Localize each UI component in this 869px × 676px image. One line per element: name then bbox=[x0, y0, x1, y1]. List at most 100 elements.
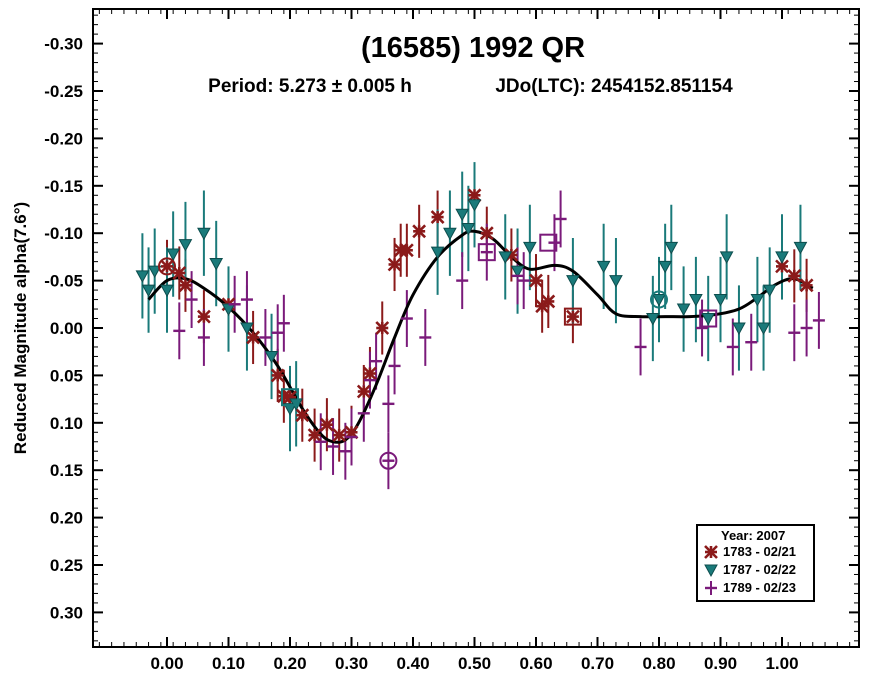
data-point-shape bbox=[732, 322, 746, 336]
legend-label: 1789 - 02/23 bbox=[723, 580, 796, 595]
data-point-shape bbox=[676, 303, 691, 317]
highlight-square bbox=[563, 307, 582, 326]
legend-marker bbox=[704, 545, 718, 559]
data-point bbox=[762, 284, 777, 298]
epoch-label: JDo(LTC): 2454152.851154 bbox=[495, 76, 733, 97]
data-point bbox=[793, 241, 808, 255]
data-point-shape bbox=[658, 260, 672, 274]
data-point bbox=[523, 241, 537, 255]
data-point bbox=[246, 330, 261, 345]
data-point-shape bbox=[652, 294, 666, 307]
data-point-shape bbox=[135, 270, 150, 283]
data-point-shape bbox=[498, 251, 513, 264]
highlight-square bbox=[539, 233, 558, 252]
highlight-circle bbox=[158, 257, 176, 276]
data-point bbox=[676, 303, 691, 317]
data-point bbox=[529, 273, 543, 288]
y-tick-label: 0.00 bbox=[50, 319, 83, 338]
data-point bbox=[178, 278, 193, 293]
data-point bbox=[399, 243, 414, 258]
data-point bbox=[732, 322, 746, 336]
x-tick-label: 0.60 bbox=[519, 654, 552, 673]
data-point-shape bbox=[221, 303, 236, 317]
data-point bbox=[147, 265, 162, 279]
data-point bbox=[197, 227, 211, 241]
data-point-shape bbox=[664, 241, 679, 255]
data-point bbox=[498, 251, 513, 264]
legend-label: 1783 - 02/21 bbox=[723, 544, 796, 559]
data-point-shape bbox=[596, 260, 611, 274]
data-point bbox=[430, 210, 445, 225]
data-point-shape bbox=[719, 251, 734, 264]
data-point bbox=[461, 222, 476, 236]
data-point bbox=[160, 259, 174, 274]
data-point-shape bbox=[523, 241, 537, 255]
highlight-markers bbox=[158, 233, 718, 470]
legend-entries: 1783 - 02/21 1787 - 02/22 1789 - 02/23 bbox=[704, 544, 796, 595]
y-tick-label: 0.25 bbox=[50, 556, 83, 575]
y-tick-label: 0.30 bbox=[50, 603, 83, 622]
y-tick-label: -0.20 bbox=[44, 129, 83, 148]
data-point bbox=[375, 321, 390, 335]
highlight-square bbox=[281, 388, 299, 407]
data-point bbox=[756, 322, 771, 336]
data-point-shape bbox=[762, 284, 777, 298]
data-point bbox=[412, 224, 427, 239]
data-point bbox=[196, 309, 211, 324]
data-point bbox=[264, 350, 279, 364]
y-axis: -0.30 -0.25 -0.20 -0.15 -0.10 -0.05 0.00 0.05 0.… bbox=[44, 14, 859, 642]
data-point-shape bbox=[510, 265, 525, 279]
data-point-shape bbox=[178, 239, 193, 252]
y-tick-label: -0.15 bbox=[44, 177, 83, 196]
data-point bbox=[387, 257, 402, 272]
x-tick-label: 0.80 bbox=[642, 654, 675, 673]
data-point-shape bbox=[467, 199, 482, 212]
data-point-shape bbox=[689, 294, 703, 307]
data-point bbox=[209, 258, 224, 271]
y-tick-label: 0.15 bbox=[50, 461, 83, 480]
data-point bbox=[356, 384, 371, 399]
data-point-shape bbox=[750, 294, 765, 307]
x-tick-label: 1.00 bbox=[765, 654, 798, 673]
data-point-shape bbox=[566, 275, 580, 288]
data-point-shape bbox=[609, 275, 623, 288]
data-point bbox=[479, 226, 494, 241]
highlight-circle bbox=[379, 451, 398, 470]
chart-title: (16585) 1992 QR bbox=[361, 32, 585, 64]
data-point bbox=[363, 366, 377, 381]
x-tick-label: 0.20 bbox=[273, 654, 306, 673]
data-point bbox=[178, 239, 193, 252]
data-point-shape bbox=[430, 246, 445, 260]
data-point-shape bbox=[160, 284, 174, 298]
data-point bbox=[664, 241, 679, 255]
data-point bbox=[565, 309, 580, 324]
highlight-square bbox=[699, 309, 718, 328]
y-axis-label: Reduced Magnitude alpha(7.6°) bbox=[11, 202, 30, 454]
data-point-shape bbox=[166, 248, 180, 262]
data-point-shape bbox=[147, 265, 162, 279]
data-point bbox=[689, 294, 703, 307]
data-point bbox=[172, 266, 187, 280]
data-point-shape bbox=[443, 227, 457, 241]
x-tick-label: 0.00 bbox=[150, 654, 183, 673]
data-point bbox=[787, 268, 802, 283]
highlight-square bbox=[477, 243, 496, 262]
data-point bbox=[467, 199, 482, 212]
data-point bbox=[283, 403, 297, 416]
data-point bbox=[270, 368, 285, 383]
x-tick-label: 0.70 bbox=[581, 654, 614, 673]
data-point-shape bbox=[264, 350, 279, 364]
data-point-shape bbox=[713, 294, 728, 307]
data-point-shape bbox=[209, 258, 224, 271]
data-point bbox=[510, 265, 525, 279]
y-tick-label: -0.05 bbox=[44, 272, 83, 291]
data-point-shape bbox=[701, 313, 716, 326]
y-tick-label: -0.10 bbox=[44, 224, 83, 243]
data-point-shape bbox=[240, 322, 254, 336]
x-axis: 0.00 0.10 0.20 0.30 0.40 0.50 0.60 0.70 0.80 0.90… bbox=[98, 9, 851, 673]
data-point-shape bbox=[455, 208, 470, 222]
data-point-shape bbox=[283, 403, 297, 416]
data-point bbox=[775, 251, 789, 264]
data-point bbox=[541, 294, 556, 309]
